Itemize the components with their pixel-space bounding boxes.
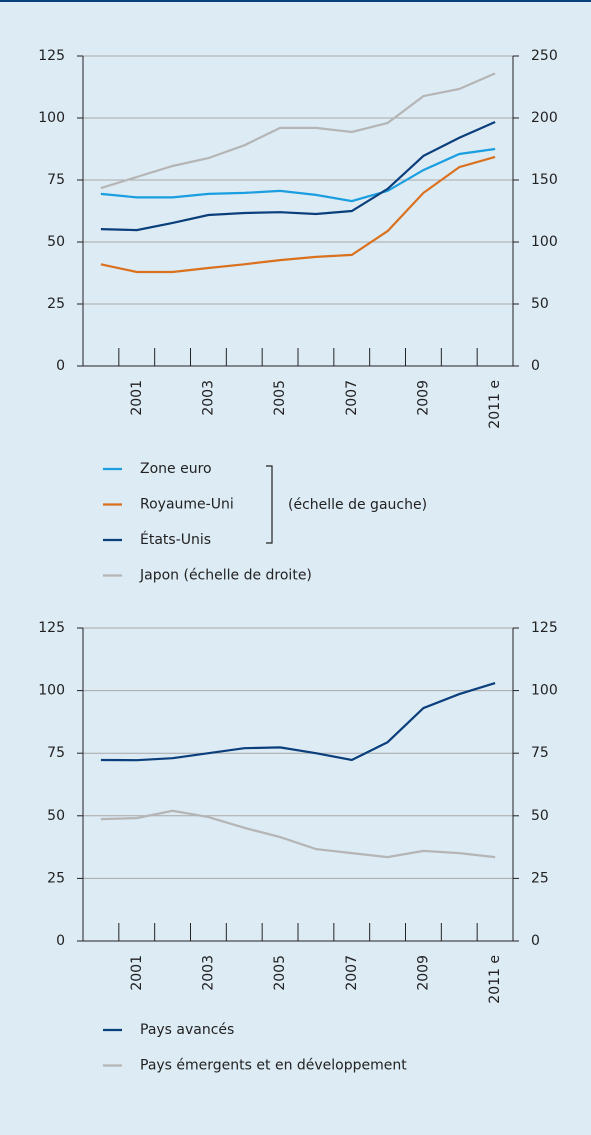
x-tick-label: 2011 e <box>487 955 503 1004</box>
bracket <box>266 465 273 544</box>
series-line <box>100 809 496 859</box>
top-rule <box>0 0 591 2</box>
y2-tick-label: 25 <box>531 870 549 886</box>
x-tick-label: 2007 <box>344 380 360 416</box>
x-tick-label: 2001 <box>129 955 145 991</box>
y2-tick-label: 250 <box>531 48 558 64</box>
y-tick-label: 25 <box>47 296 65 312</box>
y-tick-label: 0 <box>56 933 65 949</box>
x-tick-label: 2005 <box>272 955 288 991</box>
y-tick-label: 75 <box>47 745 65 761</box>
legend-label: Zone euro <box>140 461 212 477</box>
y-tick-label: 125 <box>38 48 65 64</box>
y2-tick-label: 100 <box>531 683 558 699</box>
y-tick-label: 75 <box>47 172 65 188</box>
y-tick-label: 100 <box>38 683 65 699</box>
legend-label: Pays émergents et en développement <box>140 1058 407 1074</box>
legend-label: Royaume-Uni <box>140 497 234 513</box>
series-line <box>100 72 496 190</box>
y2-tick-label: 0 <box>531 933 540 949</box>
annotation: (échelle de gauche) <box>288 497 427 513</box>
x-tick-label: 2005 <box>272 380 288 416</box>
y2-tick-label: 200 <box>531 110 558 126</box>
y-tick-label: 25 <box>47 870 65 886</box>
legend-label: États-Unis <box>140 531 211 548</box>
y2-tick-label: 0 <box>531 358 540 374</box>
series-line <box>100 155 496 274</box>
y-tick-label: 0 <box>56 358 65 374</box>
x-tick-label: 2009 <box>415 380 431 416</box>
y2-tick-label: 75 <box>531 745 549 761</box>
x-tick-label: 2003 <box>200 380 216 416</box>
y2-tick-label: 150 <box>531 172 558 188</box>
y2-tick-label: 100 <box>531 234 558 250</box>
x-tick-label: 2007 <box>344 955 360 991</box>
y-tick-label: 50 <box>47 808 65 824</box>
y2-tick-label: 50 <box>531 808 549 824</box>
y2-tick-label: 50 <box>531 296 549 312</box>
series-line <box>100 120 496 232</box>
y-tick-label: 125 <box>38 620 65 636</box>
series-line <box>100 147 496 203</box>
legend-label: Pays avancés <box>140 1022 234 1038</box>
x-tick-label: 2011 e <box>487 380 503 429</box>
y-tick-label: 100 <box>38 110 65 126</box>
y-tick-label: 50 <box>47 234 65 250</box>
x-tick-label: 2003 <box>200 955 216 991</box>
x-tick-label: 2009 <box>415 955 431 991</box>
series-line <box>100 682 496 762</box>
y2-tick-label: 125 <box>531 620 558 636</box>
x-tick-label: 2001 <box>129 380 145 416</box>
legend-label: Japon (échelle de droite) <box>139 568 312 584</box>
